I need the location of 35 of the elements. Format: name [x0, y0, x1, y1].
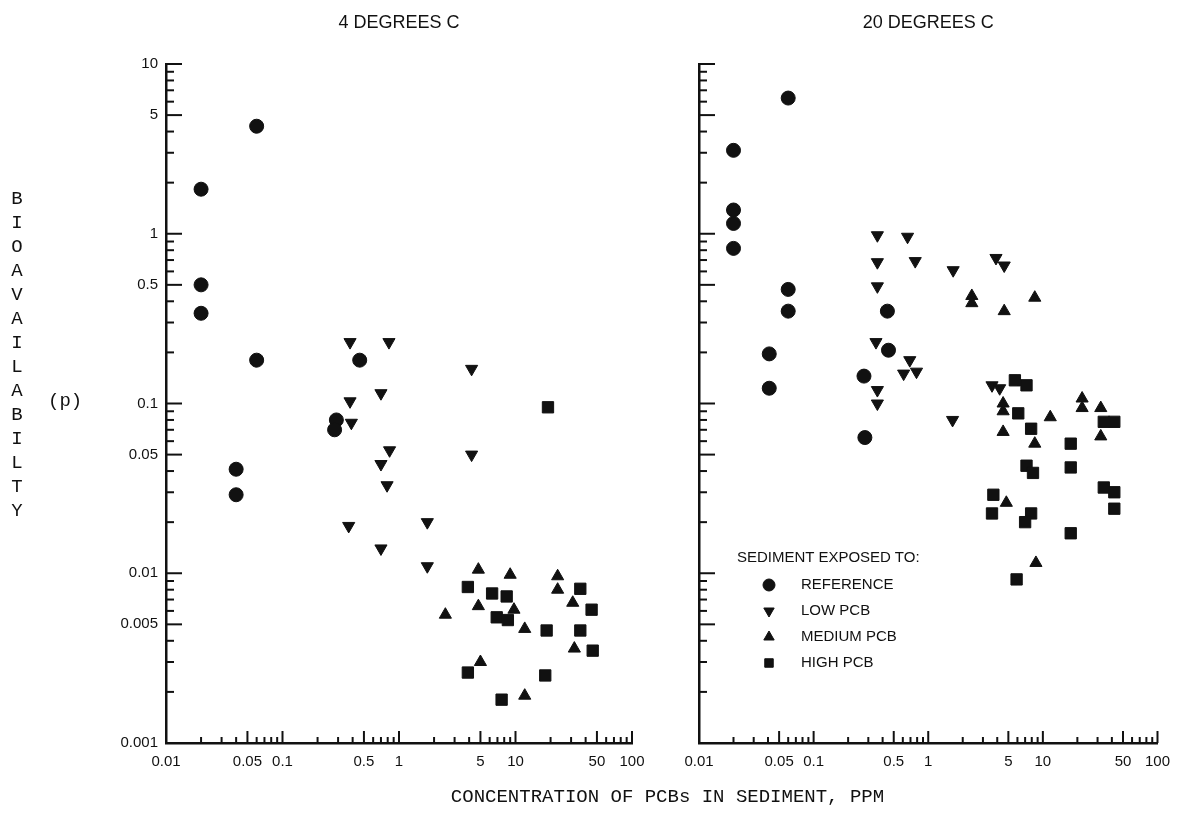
chart-title: 20 DEGREES C [862, 12, 994, 32]
x-tick-label: 0.01 [684, 752, 714, 770]
legend-title: SEDIMENT EXPOSED TO: [737, 548, 920, 566]
x-tick-label: 10 [507, 752, 524, 770]
x-tick-label: 1 [924, 752, 933, 770]
x-tick-label: 0.05 [764, 752, 794, 770]
y-tick-label: 5 [149, 105, 158, 123]
x-tick-label: 0.5 [883, 752, 905, 770]
y-tick-label: 0.005 [120, 614, 158, 632]
legend-label: HIGH PCB [801, 653, 874, 671]
y-tick-label: 0.1 [137, 393, 158, 411]
x-tick-label: 100 [619, 752, 645, 770]
x-tick-label: 10 [1034, 752, 1052, 770]
x-tick-label: 1 [394, 752, 404, 770]
y-axis-title: BIOAVAILABILTY (p) [6, 188, 83, 524]
legend-label: LOW PCB [801, 601, 871, 619]
y-tick-label: 10 [141, 54, 158, 72]
x-axis-title: CONCENTRATION OF PCBs IN SEDIMENT, PPM [449, 786, 886, 808]
legend-label: MEDIUM PCB [801, 627, 897, 645]
y-tick-label: 0.001 [120, 733, 158, 751]
x-tick-label: 0.1 [272, 752, 293, 770]
y-tick-label: 0.05 [128, 444, 158, 462]
x-tick-label: 100 [1144, 752, 1170, 770]
x-tick-label: 50 [1114, 752, 1132, 770]
legend-label: REFERENCE [801, 575, 894, 593]
x-tick-label: 0.1 [803, 752, 825, 770]
y-tick-label: 1 [149, 223, 158, 241]
x-tick-label: 5 [476, 752, 485, 770]
y-tick-label: 0.5 [137, 274, 158, 292]
x-tick-label: 50 [588, 752, 606, 770]
x-tick-label: 5 [1004, 752, 1013, 770]
chart-title: 4 DEGREES C [338, 12, 460, 32]
y-tick-label: 0.01 [128, 563, 158, 581]
x-tick-label: 0.5 [353, 752, 375, 770]
x-tick-label: 0.05 [232, 752, 263, 770]
